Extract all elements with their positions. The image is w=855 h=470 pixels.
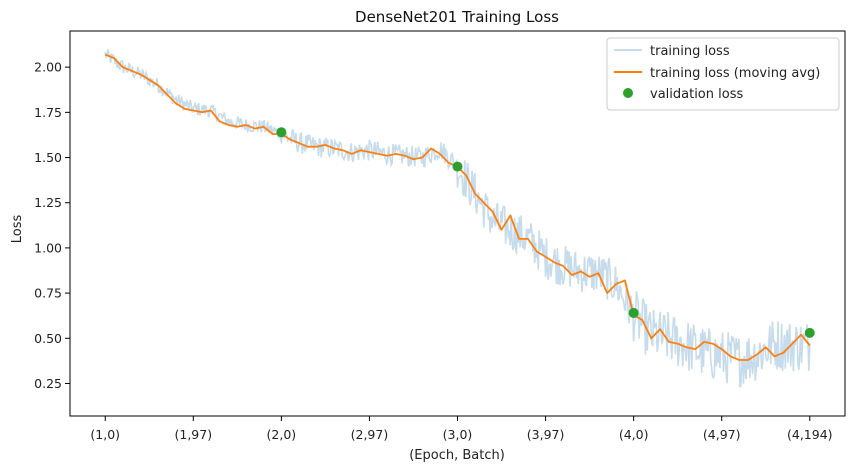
y-tick-label: 0.50 xyxy=(34,331,62,346)
x-tick-label: (4,194) xyxy=(787,427,833,442)
x-tick-label: (2,0) xyxy=(267,427,297,442)
x-axis: (1,0) (1,97) (2,0) (2,97) (3,0) (3,97) (4,0) (4… xyxy=(90,416,833,442)
y-axis: 0.25 0.50 0.75 1.00 1.25 1.50 1.75 2.00 xyxy=(34,60,70,391)
x-tick-label: (1,0) xyxy=(90,427,120,442)
legend-label-validation-loss: validation loss xyxy=(650,87,743,102)
x-tick-label: (2,97) xyxy=(351,427,389,442)
y-tick-label: 2.00 xyxy=(34,60,62,75)
legend-marker-validation-loss xyxy=(623,88,633,98)
y-tick-label: 1.00 xyxy=(34,240,62,255)
chart-title: DenseNet201 Training Loss xyxy=(355,8,559,26)
x-tick-label: (4,97) xyxy=(703,427,741,442)
y-tick-label: 1.25 xyxy=(34,195,62,210)
legend: training loss training loss (moving avg)… xyxy=(606,37,840,111)
y-tick-label: 0.25 xyxy=(34,376,62,391)
validation-loss-point xyxy=(276,127,287,138)
plot-content xyxy=(104,49,815,388)
y-tick-label: 1.75 xyxy=(34,105,62,120)
legend-label-training-loss: training loss xyxy=(650,44,730,59)
x-tick-label: (3,97) xyxy=(527,427,565,442)
x-tick-label: (1,97) xyxy=(174,427,212,442)
y-axis-title: Loss xyxy=(10,215,25,244)
x-tick-label: (3,0) xyxy=(443,427,473,442)
validation-loss-point xyxy=(628,307,639,318)
series-training-loss-line xyxy=(104,49,811,388)
legend-box xyxy=(606,37,840,111)
y-tick-label: 1.50 xyxy=(34,150,62,165)
legend-label-moving-avg: training loss (moving avg) xyxy=(650,66,820,81)
validation-loss-point xyxy=(804,327,815,338)
x-axis-title: (Epoch, Batch) xyxy=(409,448,505,463)
y-tick-label: 0.75 xyxy=(34,286,62,301)
x-tick-label: (4,0) xyxy=(619,427,649,442)
validation-loss-point xyxy=(452,161,463,172)
